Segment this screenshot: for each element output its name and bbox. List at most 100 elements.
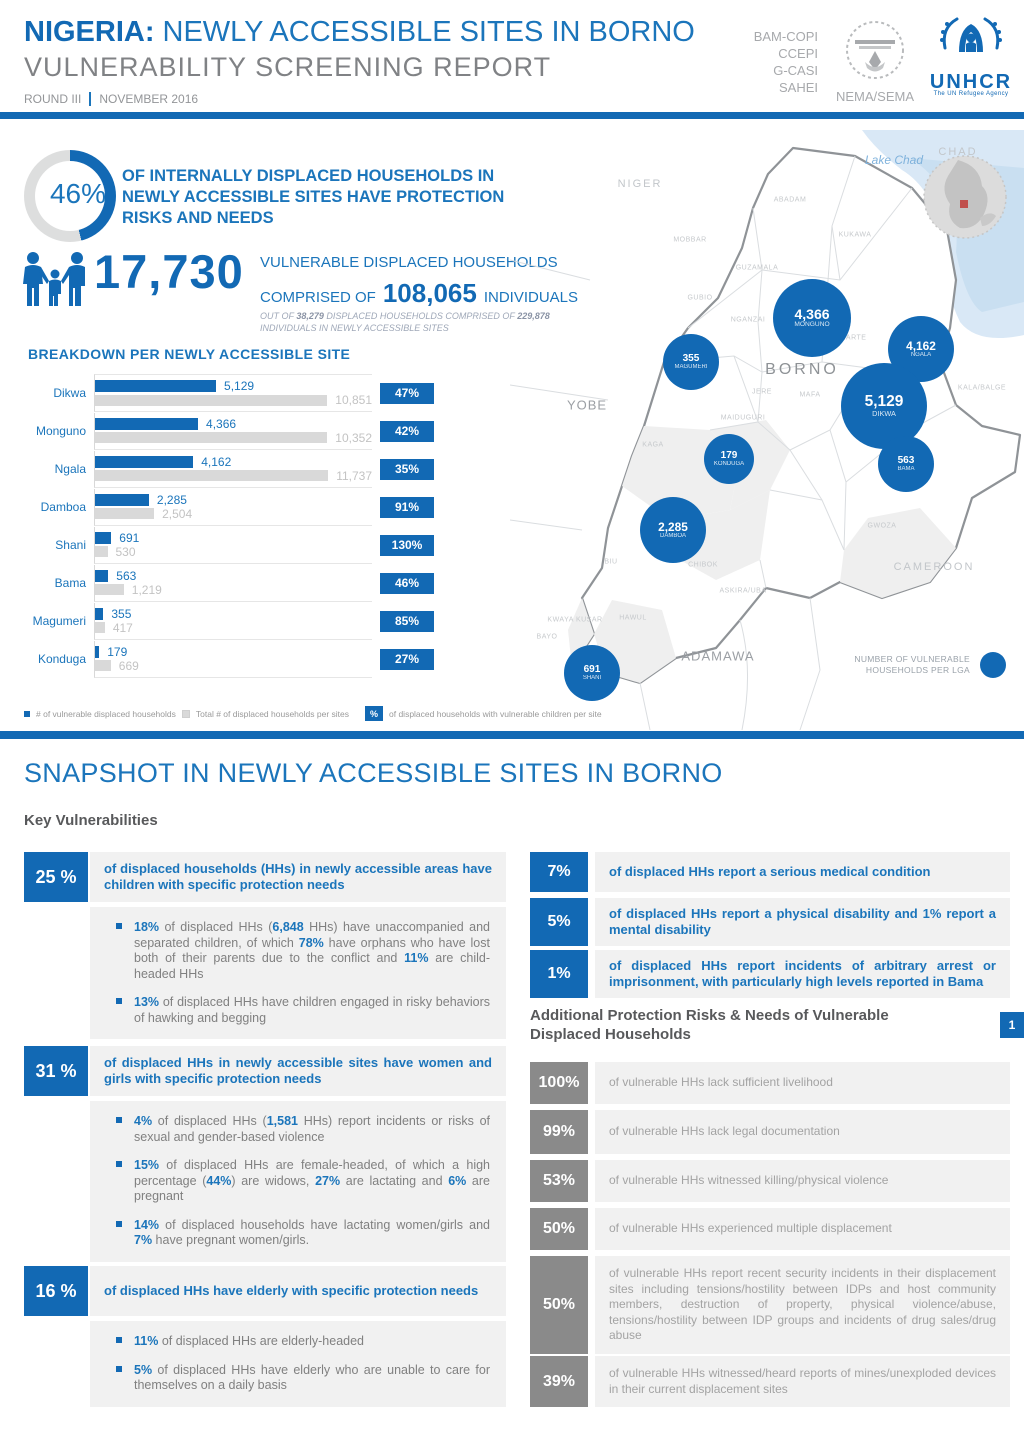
kv-bullet-text: 11% of displaced HHs are elderly-headed bbox=[134, 1334, 365, 1348]
additional-risk-text: of vulnerable HHs lack legal documentati… bbox=[595, 1110, 1010, 1154]
bubble-lga-name: DAMBOA bbox=[659, 533, 686, 540]
bubble-lga-name: KONDUGA bbox=[713, 461, 745, 468]
chart-category-label: Damboa bbox=[40, 500, 86, 514]
bubble-value: 4,162 bbox=[906, 338, 936, 353]
additional-risk-percent: 39% bbox=[530, 1356, 588, 1407]
bar-line: 355 bbox=[95, 607, 372, 621]
chart-value-total: 11,737 bbox=[336, 468, 372, 483]
partner-list: BAM-COPI CCEPI G-CASI SAHEI bbox=[700, 28, 818, 96]
kv-head: 25 % of displaced households (HHs) in new… bbox=[24, 852, 506, 902]
bar-line: 691 bbox=[95, 531, 372, 545]
bar-line: 2,285 bbox=[95, 493, 372, 507]
kv-bullet: 15% of displaced HHs are female-headed, … bbox=[116, 1158, 490, 1205]
right-stat-text: of displaced HHs report a serious medica… bbox=[595, 852, 1010, 892]
bar-line: 5,129 bbox=[95, 379, 372, 393]
map-lga-label: ABADAM bbox=[773, 196, 807, 204]
map-state-label: YOBE bbox=[566, 397, 608, 413]
chart-bars: 355 417 bbox=[94, 602, 372, 640]
chart-bar-total bbox=[95, 508, 155, 519]
unhcr-emblem-icon bbox=[940, 17, 1002, 52]
kv-bullet: 14% of displaced households have lactati… bbox=[116, 1218, 490, 1249]
chart-title: BREAKDOWN PER NEWLY ACCESSIBLE SITE bbox=[28, 346, 351, 362]
chart-bar-vulnerable bbox=[95, 455, 194, 468]
legend-blue-square-icon bbox=[24, 710, 30, 717]
chart-bar-vulnerable bbox=[95, 380, 217, 392]
additional-risk-text: of vulnerable HHs experienced multiple d… bbox=[595, 1208, 1010, 1250]
kv-bullet-panel: 18% of displaced HHs (6,848 HHs) have un… bbox=[90, 907, 506, 1039]
kv-bullet-text: 14% of displaced households have lactati… bbox=[134, 1217, 490, 1248]
right-stat-percent: 5% bbox=[530, 898, 588, 946]
chart-row: Damboa 2,285 2,504 91% bbox=[20, 488, 434, 526]
bar-line: 10,851 bbox=[95, 393, 372, 407]
kv-head: 16 % of displaced HHs have elderly with s… bbox=[24, 1266, 506, 1316]
map-lga-label: ASKIRA/UBA bbox=[719, 587, 767, 595]
map-lga-label: GUBIO bbox=[687, 294, 713, 302]
map-lga-label: JERE bbox=[752, 388, 772, 396]
bubble-value: 4,366 bbox=[794, 306, 830, 323]
chart-bar-vulnerable bbox=[95, 645, 100, 658]
map-legend: NUMBER OF VULNERABLE HOUSEHOLDS PER LGA bbox=[840, 652, 1006, 678]
map-lga-label: MOBBAR bbox=[673, 236, 707, 244]
map-lga-label: KUKAWA bbox=[838, 231, 872, 239]
bar-line: 417 bbox=[95, 621, 372, 635]
chart-value-total: 669 bbox=[118, 658, 139, 673]
round-label: ROUND III bbox=[24, 92, 82, 106]
page-number-tab: 1 bbox=[1000, 1012, 1024, 1038]
chart-percent-badge: 46% bbox=[380, 572, 434, 594]
bubble-value: 5,129 bbox=[864, 393, 904, 411]
bubble-lga-name: SHANI bbox=[582, 675, 602, 682]
section-divider-bar bbox=[0, 731, 1024, 739]
map-borno-label: BORNO bbox=[765, 361, 839, 378]
chart-bar-total bbox=[95, 584, 124, 595]
additional-risk-row: 50% of vulnerable HHs report recent secur… bbox=[530, 1256, 1010, 1354]
kv-bullet-text: 18% of displaced HHs (6,848 HHs) have un… bbox=[134, 920, 491, 981]
chart-category-label: Monguno bbox=[35, 424, 86, 438]
kv-bullet-panel: 11% of displaced HHs are elderly-headed 5… bbox=[90, 1321, 506, 1407]
chart-value-vulnerable: 179 bbox=[107, 644, 128, 659]
kv-bullet: 18% of displaced HHs (6,848 HHs) have un… bbox=[116, 920, 490, 982]
right-stat-text: of displaced HHs report a physical disab… bbox=[595, 898, 1010, 946]
date-label: NOVEMBER 2016 bbox=[99, 92, 199, 106]
map-lga-label: KALA/BALGE bbox=[957, 384, 1007, 392]
bubble-lga-name: MAGUMERI bbox=[674, 364, 708, 371]
chart-bar-total bbox=[95, 470, 329, 481]
kv-bullet: 5% of displaced HHs have elderly who are… bbox=[116, 1363, 490, 1394]
chart-bar-vulnerable bbox=[95, 493, 149, 506]
map-lga-label: NGANZAI bbox=[730, 316, 766, 324]
key-vulnerability-block: 25 % of displaced households (HHs) in new… bbox=[24, 852, 506, 1039]
kv-bullet-panel: 4% of displaced HHs (1,581 HHs) report i… bbox=[90, 1101, 506, 1262]
additional-risk-text: of vulnerable HHs lack sufficient liveli… bbox=[595, 1062, 1010, 1104]
kv-bullet-text: 15% of displaced HHs are female-headed, … bbox=[134, 1158, 491, 1203]
households-label: VULNERABLE DISPLACED HOUSEHOLDS bbox=[260, 254, 558, 271]
kv-bullet-text: 4% of displaced HHs (1,581 HHs) report i… bbox=[134, 1114, 490, 1144]
header-divider-bar bbox=[0, 112, 1024, 119]
chart-bars: 2,285 2,504 bbox=[94, 488, 372, 526]
chart-bar-vulnerable bbox=[95, 531, 112, 544]
chart-value-total: 417 bbox=[112, 620, 133, 635]
map-bubble-shani: 691 SHANI bbox=[564, 645, 620, 701]
chart-legend: # of vulnerable displaced households Tot… bbox=[24, 706, 724, 721]
partner-name: G-CASI bbox=[773, 63, 818, 78]
chart-bars: 691 530 bbox=[94, 526, 372, 564]
bubble-value: 355 bbox=[682, 352, 700, 364]
bar-line: 2,504 bbox=[95, 507, 372, 521]
kv-bullet: 11% of displaced HHs are elderly-headed bbox=[116, 1334, 490, 1350]
chart-bars: 5,129 10,851 bbox=[94, 374, 372, 412]
chart-bar-vulnerable bbox=[95, 417, 199, 430]
kv-headline: of displaced HHs have elderly with speci… bbox=[90, 1266, 506, 1316]
summary-footnote: OUT OF 38,279 DISPLACED HOUSEHOLDS COMPR… bbox=[260, 311, 550, 333]
chart-percent-badge: 91% bbox=[380, 496, 434, 518]
round-line: ROUND III NOVEMBER 2016 bbox=[24, 92, 198, 106]
map-lga-label: HAWUL bbox=[619, 614, 647, 622]
title-rest: NEWLY ACCESSIBLE SITES IN BORNO bbox=[162, 16, 695, 48]
chart-value-vulnerable: 4,162 bbox=[201, 454, 232, 469]
bar-line: 530 bbox=[95, 545, 372, 559]
bubble-value: 691 bbox=[583, 663, 601, 675]
map-bubble-magumeri: 355 MAGUMERI bbox=[663, 334, 719, 390]
right-stat-row: 1% of displaced HHs report incidents of a… bbox=[530, 950, 1010, 998]
chart-category-label: Bama bbox=[54, 576, 86, 590]
partner-name: SAHEI bbox=[778, 80, 818, 95]
kv-percent-box: 25 % bbox=[24, 852, 88, 902]
